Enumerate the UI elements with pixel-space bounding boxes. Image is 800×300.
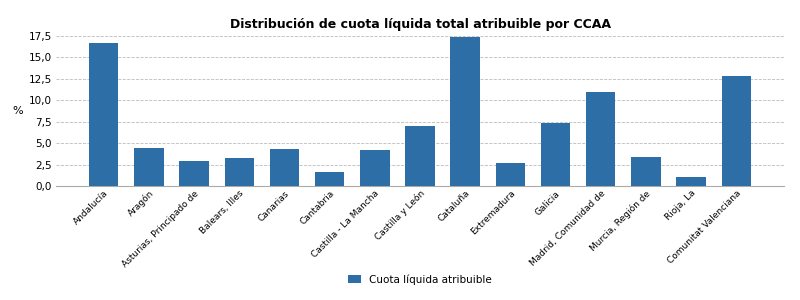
Bar — [496, 163, 525, 186]
Title: Distribución de cuota líquida total atribuible por CCAA: Distribución de cuota líquida total atri… — [230, 18, 610, 31]
Bar — [722, 76, 751, 186]
Bar — [631, 157, 661, 186]
Bar — [89, 43, 118, 186]
Bar — [315, 172, 344, 186]
Legend: Cuota líquida atribuible: Cuota líquida atribuible — [344, 270, 496, 289]
Bar — [360, 150, 390, 186]
Bar — [406, 126, 434, 186]
Bar — [450, 37, 480, 186]
Bar — [225, 158, 254, 186]
Y-axis label: %: % — [12, 106, 22, 116]
Bar — [179, 161, 209, 186]
Bar — [676, 177, 706, 186]
Bar — [270, 149, 299, 186]
Bar — [134, 148, 164, 186]
Bar — [541, 123, 570, 186]
Bar — [586, 92, 615, 186]
